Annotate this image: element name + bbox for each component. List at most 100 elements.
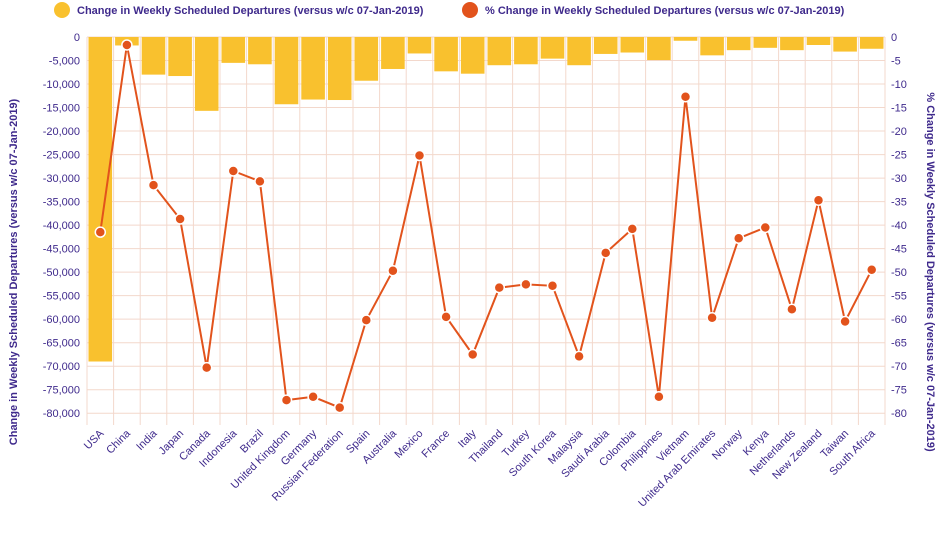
point-south-korea[interactable] bbox=[546, 280, 559, 292]
bar-turkey[interactable] bbox=[514, 37, 538, 65]
bar-india[interactable] bbox=[141, 37, 166, 75]
bar-mexico[interactable] bbox=[407, 37, 432, 54]
point-italy[interactable] bbox=[466, 348, 479, 361]
point-new-zealand[interactable] bbox=[812, 194, 825, 206]
right-tick-label-10: -50 bbox=[891, 267, 907, 279]
point-colombia[interactable] bbox=[626, 223, 639, 235]
point-thailand[interactable] bbox=[493, 281, 506, 294]
bar-saudi-arabia[interactable] bbox=[593, 37, 618, 54]
point-china[interactable] bbox=[121, 39, 133, 51]
point-taiwan[interactable] bbox=[839, 315, 851, 328]
x-tick-label-mexico: Mexico bbox=[392, 428, 425, 461]
point-usa[interactable] bbox=[94, 226, 107, 238]
point-australia[interactable] bbox=[387, 264, 399, 277]
right-tick-label-1: -5 bbox=[891, 56, 901, 68]
left-tick-label-0: 0 bbox=[74, 32, 80, 44]
bar-australia[interactable] bbox=[381, 37, 405, 69]
bar-taiwan[interactable] bbox=[833, 37, 857, 52]
right-tick-label-15: -75 bbox=[891, 385, 907, 397]
left-tick-label-14: -70,000 bbox=[43, 361, 80, 373]
bar-colombia[interactable] bbox=[620, 37, 645, 53]
left-tick-label-6: -30,000 bbox=[43, 173, 80, 185]
legend-bar-label[interactable]: Change in Weekly Scheduled Departures (v… bbox=[77, 5, 424, 17]
point-france[interactable] bbox=[440, 311, 452, 323]
left-tick-label-4: -20,000 bbox=[43, 126, 80, 138]
point-vietnam[interactable] bbox=[679, 90, 692, 103]
bar-germany[interactable] bbox=[301, 37, 325, 100]
point-germany[interactable] bbox=[307, 391, 319, 403]
point-spain[interactable] bbox=[360, 314, 373, 326]
x-tick-label-china: China bbox=[104, 427, 133, 456]
bar-united-kingdom[interactable] bbox=[274, 37, 299, 105]
left-tick-label-11: -55,000 bbox=[43, 291, 80, 303]
left-tick-label-12: -60,000 bbox=[43, 314, 80, 326]
right-tick-label-3: -15 bbox=[891, 103, 907, 115]
point-united-arab-emirates[interactable] bbox=[706, 312, 718, 324]
right-tick-label-0: 0 bbox=[891, 32, 897, 44]
right-tick-label-8: -40 bbox=[891, 220, 907, 232]
point-russian-federation[interactable] bbox=[333, 401, 346, 414]
bar-japan[interactable] bbox=[168, 37, 192, 77]
point-saudi-arabia[interactable] bbox=[599, 247, 612, 259]
bar-new-zealand[interactable] bbox=[806, 37, 831, 45]
point-indonesia[interactable] bbox=[227, 165, 240, 177]
right-tick-label-7: -35 bbox=[891, 197, 907, 209]
bar-brazil[interactable] bbox=[248, 37, 272, 65]
right-tick-label-12: -60 bbox=[891, 314, 907, 326]
right-tick-label-14: -70 bbox=[891, 361, 907, 373]
legend-bar-marker bbox=[54, 2, 70, 18]
point-south-africa[interactable] bbox=[865, 264, 878, 276]
bar-south-korea[interactable] bbox=[540, 37, 565, 59]
right-tick-label-9: -45 bbox=[891, 244, 907, 256]
bar-indonesia[interactable] bbox=[221, 37, 246, 63]
bar-canada[interactable] bbox=[194, 37, 219, 111]
bar-philippines[interactable] bbox=[647, 37, 671, 61]
left-tick-label-5: -25,000 bbox=[43, 150, 80, 162]
point-india[interactable] bbox=[147, 179, 160, 191]
point-canada[interactable] bbox=[200, 361, 213, 374]
left-tick-label-1: -5,000 bbox=[49, 56, 80, 68]
bar-malaysia[interactable] bbox=[567, 37, 591, 66]
line-series bbox=[94, 39, 878, 414]
legend-line-label[interactable]: % Change in Weekly Scheduled Departures … bbox=[485, 5, 845, 17]
x-tick-label-usa: USA bbox=[82, 427, 107, 452]
left-axis-title: Change in Weekly Scheduled Departures (v… bbox=[8, 98, 20, 445]
x-tick-label-france: France bbox=[420, 428, 453, 461]
right-tick-label-5: -25 bbox=[891, 150, 907, 162]
right-tick-label-6: -30 bbox=[891, 173, 907, 185]
x-tick-label-italy: Italy bbox=[456, 427, 479, 450]
bar-russian-federation[interactable] bbox=[327, 37, 352, 101]
left-tick-label-7: -35,000 bbox=[43, 197, 80, 209]
bar-netherlands[interactable] bbox=[780, 37, 804, 51]
right-tick-label-4: -20 bbox=[891, 126, 907, 138]
right-tick-label-16: -80 bbox=[891, 408, 907, 420]
left-tick-label-3: -15,000 bbox=[43, 103, 80, 115]
point-malaysia[interactable] bbox=[573, 350, 585, 363]
left-tick-label-13: -65,000 bbox=[43, 338, 80, 350]
x-tick-label-norway: Norway bbox=[710, 427, 745, 462]
point-japan[interactable] bbox=[174, 213, 186, 225]
bar-south-africa[interactable] bbox=[859, 37, 884, 49]
right-axis-ticks: 0 -5 -10 -15 -20 -25 -30 -35 -40 -45 -50 -55 -60 -65 -… bbox=[891, 32, 907, 420]
bar-kenya[interactable] bbox=[753, 37, 778, 48]
point-united-kingdom[interactable] bbox=[280, 394, 293, 406]
legend-line-marker bbox=[462, 2, 478, 18]
bar-france[interactable] bbox=[434, 37, 458, 72]
bar-norway[interactable] bbox=[726, 37, 751, 51]
bar-spain[interactable] bbox=[354, 37, 379, 81]
point-brazil[interactable] bbox=[254, 175, 266, 188]
point-turkey[interactable] bbox=[520, 278, 532, 291]
point-mexico[interactable] bbox=[413, 149, 426, 162]
point-netherlands[interactable] bbox=[786, 303, 798, 316]
bar-vietnam[interactable] bbox=[673, 37, 698, 41]
left-tick-label-16: -80,000 bbox=[43, 408, 80, 420]
bar-usa[interactable] bbox=[88, 37, 113, 362]
point-norway[interactable] bbox=[732, 232, 745, 245]
bar-italy[interactable] bbox=[460, 37, 485, 74]
bar-thailand[interactable] bbox=[487, 37, 512, 66]
bar-united-arab-emirates[interactable] bbox=[700, 37, 724, 56]
point-kenya[interactable] bbox=[759, 221, 772, 234]
point-philippines[interactable] bbox=[653, 391, 665, 403]
left-tick-label-2: -10,000 bbox=[43, 79, 80, 91]
